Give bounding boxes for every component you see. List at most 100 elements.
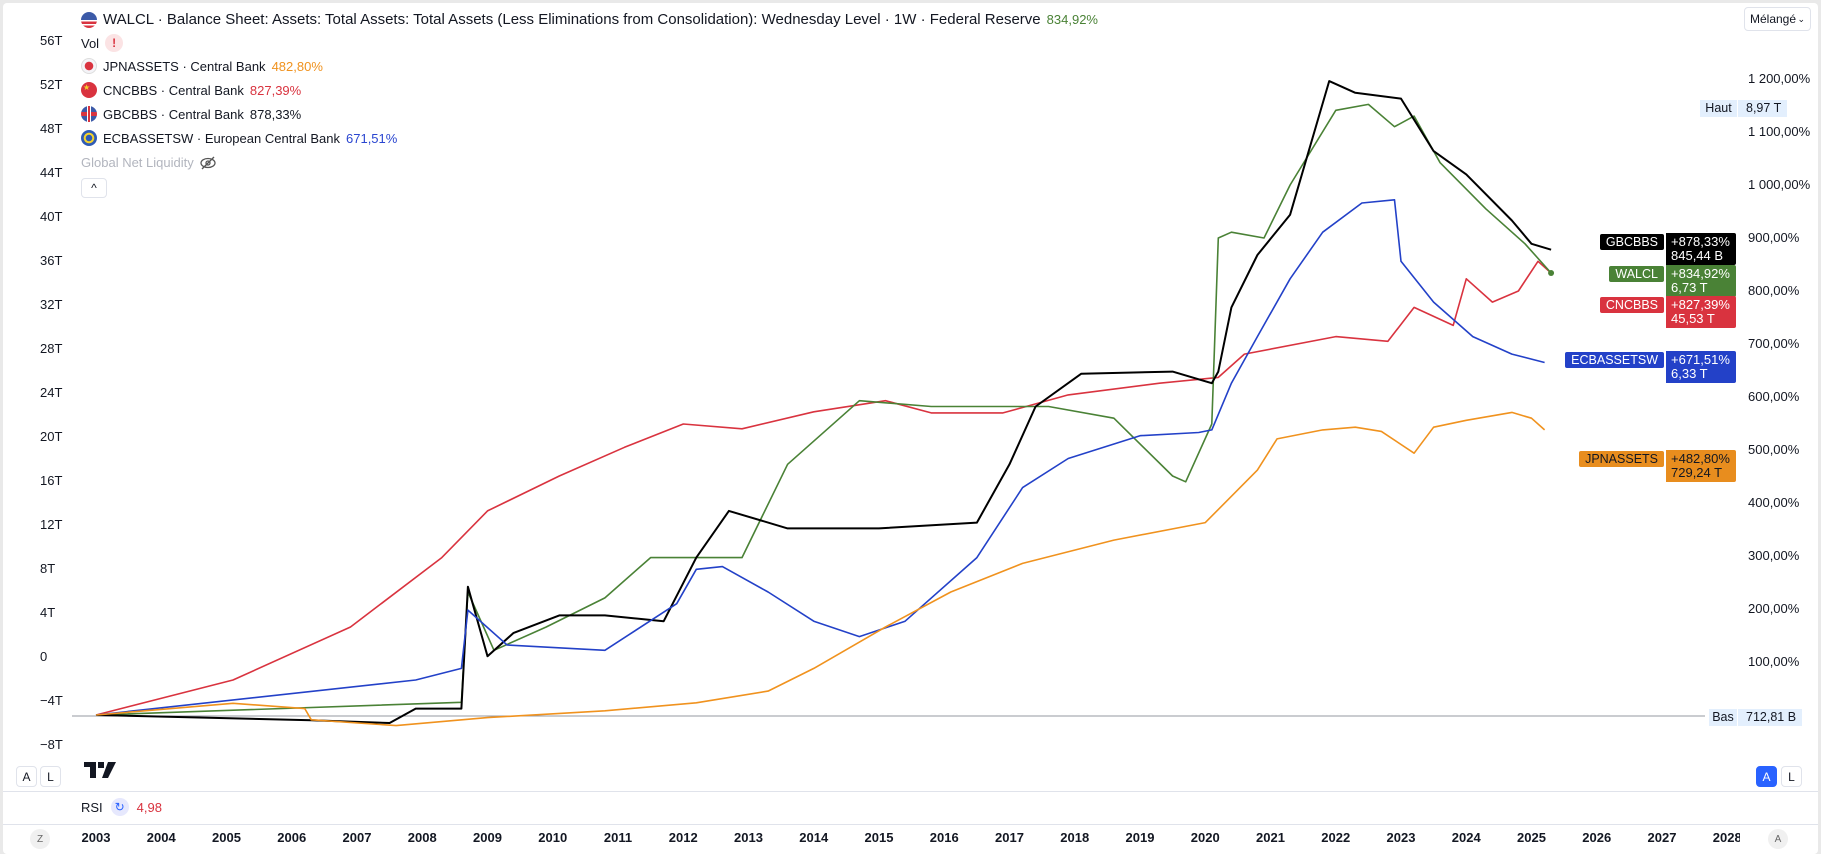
time-axis-label: 2007	[342, 830, 372, 845]
time-axis-label: 2004	[146, 830, 176, 845]
chart-window	[3, 3, 1818, 854]
time-axis-label: 2022	[1321, 830, 1351, 845]
legend-label: CNCBBS · Central Bank	[103, 82, 244, 98]
left-axis-tick: −4T	[40, 693, 63, 708]
eu-flag-icon	[81, 130, 97, 146]
high-value: 8,97 T	[1738, 100, 1787, 117]
price-label-value: +671,51% 6,33 T	[1666, 351, 1736, 383]
volume-legend[interactable]: Vol !	[81, 34, 124, 52]
warning-icon[interactable]: !	[105, 34, 124, 52]
legend-value: 482,80%	[271, 58, 323, 74]
price-label-pct: +827,39%	[1671, 297, 1730, 312]
legend-label: JPNASSETS · Central Bank	[103, 58, 266, 74]
auto-scale-button-left[interactable]: A	[16, 766, 37, 787]
time-axis-label: 2021	[1256, 830, 1285, 845]
left-axis-tick: −8T	[40, 737, 63, 752]
right-axis-tick: 200,00%	[1748, 601, 1800, 616]
volume-label: Vol	[81, 35, 100, 51]
eye-off-icon[interactable]	[200, 156, 216, 170]
time-axis-label: 2015	[864, 830, 894, 845]
right-axis-tick: 500,00%	[1748, 442, 1800, 457]
series-line-cncbbs[interactable]	[95, 260, 1552, 716]
time-axis-label: 2009	[473, 830, 502, 845]
price-label-value: +834,92% 6,73 T	[1666, 265, 1736, 297]
left-axis-tick: 12T	[40, 517, 63, 532]
pane-separator[interactable]	[3, 791, 1818, 792]
left-axis-tick: 52T	[40, 77, 63, 92]
left-axis-tick: 0	[40, 649, 48, 664]
price-label-value: +878,33% 845,44 B	[1666, 233, 1736, 265]
chevron-down-icon: ⌄	[1797, 13, 1805, 24]
hidden-indicator-label: Global Net Liquidity	[81, 155, 194, 170]
legend-value: 671,51%	[346, 130, 398, 146]
left-axis-tick: 40T	[40, 209, 63, 224]
left-axis-tick: 20T	[40, 429, 63, 444]
time-axis-label: 2003	[81, 830, 111, 845]
price-label-pct: +671,51%	[1671, 352, 1730, 367]
scale-mode-dropdown[interactable]: Mélangé ⌄	[1744, 7, 1811, 31]
time-axis-label: 2016	[929, 830, 959, 845]
right-axis-tick: 1 200,00%	[1748, 71, 1811, 86]
right-axis-tick: 1 000,00%	[1748, 177, 1811, 192]
price-label-value: +827,39% 45,53 T	[1666, 296, 1736, 328]
legend-label: ECBASSETSW · European Central Bank	[103, 130, 340, 146]
time-axis-label: 2012	[668, 830, 698, 845]
zoom-reset-button[interactable]: Z	[30, 829, 50, 849]
time-axis-auto-button[interactable]: A	[1768, 829, 1788, 849]
last-point-marker	[1548, 269, 1555, 276]
price-label-amount: 6,33 T	[1671, 366, 1708, 381]
right-axis-tick: 800,00%	[1748, 283, 1800, 298]
series-line-gbcbbs[interactable]	[95, 80, 1552, 724]
price-label-value: +482,80% 729,24 T	[1666, 450, 1736, 482]
series-line-ecbassetsw[interactable]	[95, 199, 1545, 716]
legend-item-cncbbs[interactable]: ★ CNCBBS · Central Bank 827,39%	[81, 82, 301, 98]
left-axis-tick: 36T	[40, 253, 63, 268]
time-axis-border	[3, 824, 1818, 825]
rsi-legend[interactable]: RSI ↻ 4,98	[81, 798, 162, 816]
high-label: Haut	[1700, 100, 1737, 117]
left-axis-tick: 28T	[40, 341, 63, 356]
right-axis-tick: 1 100,00%	[1748, 124, 1811, 139]
time-axis-label: 2006	[277, 830, 307, 845]
series-line-walcl[interactable]	[95, 103, 1552, 716]
left-axis-tick: 32T	[40, 297, 63, 312]
right-axis-tick: 300,00%	[1748, 548, 1800, 563]
main-series-title: WALCL · Balance Sheet: Assets: Total Ass…	[103, 11, 1041, 28]
time-axis[interactable]: 2003 2004 2005 2006 2007 2008 2009 2010 2011 2012…	[0, 0, 1740, 854]
log-scale-button[interactable]: L	[1781, 766, 1802, 787]
time-axis-label: 2018	[1060, 830, 1090, 845]
series-line-jpnassets[interactable]	[95, 411, 1546, 727]
legend-label: GBCBBS · Central Bank	[103, 106, 244, 122]
left-axis-tick: 24T	[40, 385, 63, 400]
uk-flag-icon	[81, 106, 97, 122]
collapse-legend-button[interactable]: ^	[81, 178, 107, 198]
right-axis-tick: 700,00%	[1748, 336, 1800, 351]
tradingview-logo	[84, 762, 116, 778]
legend-item-ecbassetsw[interactable]: ECBASSETSW · European Central Bank 671,5…	[81, 130, 397, 146]
price-label-amount: 729,24 T	[1671, 465, 1723, 480]
scale-mode-label: Mélangé	[1750, 12, 1797, 26]
left-axis-tick: 44T	[40, 165, 63, 180]
price-label-name: ECBASSETSW	[1565, 352, 1664, 368]
price-label-name: GBCBBS	[1599, 234, 1664, 250]
left-axis-tick: 4T	[40, 605, 56, 620]
legend-item-gbcbbs[interactable]: GBCBBS · Central Bank 878,33%	[81, 106, 301, 122]
china-flag-icon: ★	[81, 82, 97, 98]
rsi-value: 4,98	[136, 799, 162, 815]
time-axis-label: 2028	[1712, 830, 1740, 845]
time-axis-label: 2024	[1451, 830, 1481, 845]
main-series-value: 834,92%	[1046, 12, 1098, 27]
legend-item-jpnassets[interactable]: JPNASSETS · Central Bank 482,80%	[81, 58, 323, 74]
log-scale-button-left[interactable]: L	[40, 766, 61, 787]
price-label-pct: +834,92%	[1671, 266, 1730, 281]
main-series-legend[interactable]: WALCL · Balance Sheet: Assets: Total Ass…	[81, 11, 1098, 28]
legend-value: 878,33%	[249, 106, 302, 122]
price-label-amount: 845,44 B	[1671, 248, 1724, 263]
legend-item-global-net-liquidity[interactable]: Global Net Liquidity	[81, 155, 216, 170]
time-axis-label: 2020	[1190, 830, 1220, 845]
us-flag-icon	[81, 11, 97, 28]
left-axis-tick: 8T	[40, 561, 56, 576]
auto-scale-button[interactable]: A	[1756, 766, 1777, 787]
rsi-label: RSI	[81, 799, 103, 815]
